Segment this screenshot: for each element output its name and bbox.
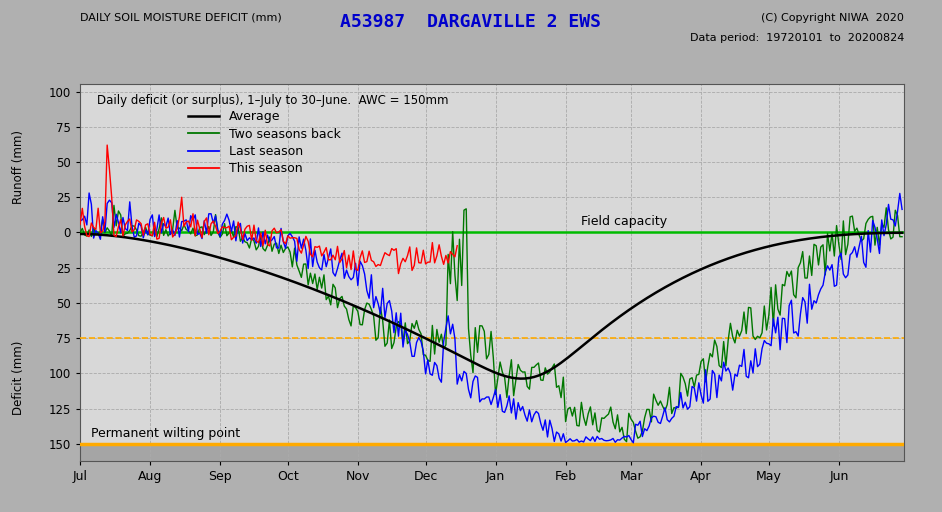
Text: (C) Copyright NIWA  2020: (C) Copyright NIWA 2020 bbox=[761, 13, 904, 23]
Text: DAILY SOIL MOISTURE DEFICIT (mm): DAILY SOIL MOISTURE DEFICIT (mm) bbox=[80, 13, 282, 23]
Legend: Average, Two seasons back, Last season, This season: Average, Two seasons back, Last season, … bbox=[186, 108, 343, 178]
Bar bbox=[80, 444, 904, 461]
Text: A53987  DARGAVILLE 2 EWS: A53987 DARGAVILLE 2 EWS bbox=[340, 13, 602, 31]
Text: Field capacity: Field capacity bbox=[581, 215, 668, 227]
Text: Daily deficit (or surplus), 1–July to 30–June.  AWC = 150mm: Daily deficit (or surplus), 1–July to 30… bbox=[97, 94, 448, 107]
Text: Runoff (mm): Runoff (mm) bbox=[11, 130, 24, 204]
Text: Deficit (mm): Deficit (mm) bbox=[11, 341, 24, 415]
Text: Permanent wilting point: Permanent wilting point bbox=[91, 426, 240, 440]
Text: Data period:  19720101  to  20200824: Data period: 19720101 to 20200824 bbox=[690, 33, 904, 44]
